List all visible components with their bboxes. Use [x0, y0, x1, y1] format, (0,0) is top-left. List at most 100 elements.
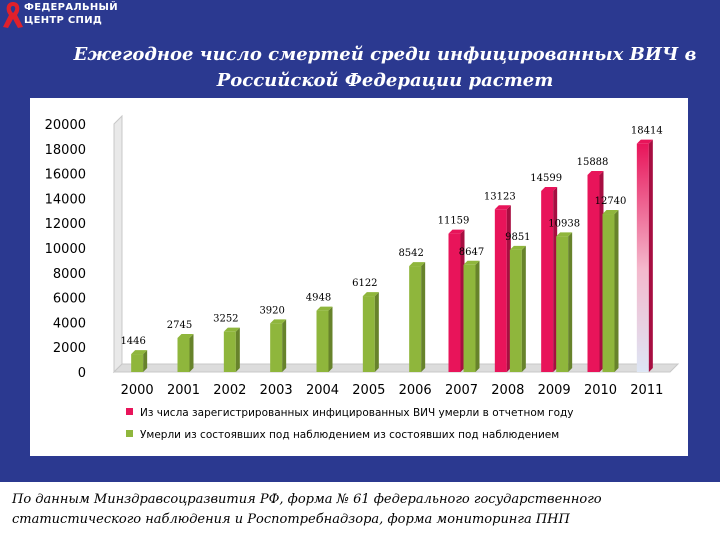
y-tick-label: 12000	[45, 217, 86, 232]
bar-green-top	[270, 319, 287, 324]
red-ribbon-icon	[3, 2, 23, 28]
y-tick-label: 6000	[53, 292, 86, 307]
bar-green	[409, 262, 426, 372]
bar-red	[448, 229, 465, 372]
bar-green	[131, 350, 148, 372]
bar-red	[494, 205, 511, 372]
y-tick-label: 10000	[45, 242, 86, 257]
bar-green-top	[362, 292, 379, 297]
data-label: 12740	[595, 196, 627, 207]
bar-red-front	[494, 209, 507, 372]
y-tick-label: 0	[78, 366, 86, 381]
x-tick-label: 2006	[399, 383, 432, 398]
y-tick-label: 20000	[45, 118, 86, 133]
data-label: 8542	[398, 248, 423, 259]
logo-line-2: ЦЕНТР СПИД	[24, 15, 103, 26]
y-tick-label: 4000	[53, 316, 86, 331]
logo-line-1: ФЕДЕРАЛЬНЫЙ	[24, 2, 118, 13]
data-label: 10938	[548, 218, 580, 229]
bar-red-top	[494, 205, 511, 210]
y-tick-label: 14000	[45, 192, 86, 207]
bar-projection-top	[636, 139, 653, 144]
bar-green-top	[316, 306, 333, 311]
bar-green-side	[143, 350, 148, 372]
bar-green-side	[475, 260, 480, 372]
x-tick-label: 2009	[538, 383, 571, 398]
bar-green-side	[282, 319, 287, 372]
logo-text: ФЕДЕРАЛЬНЫЙ ЦЕНТР СПИД	[24, 1, 118, 27]
data-label: 1446	[120, 336, 145, 347]
bar-green-side	[568, 232, 573, 372]
logo: ФЕДЕРАЛЬНЫЙ ЦЕНТР СПИД	[0, 0, 118, 32]
bar-projection-front	[636, 143, 649, 372]
bar-green-top	[556, 232, 573, 237]
bar-green-front	[177, 337, 190, 372]
data-label: 8647	[459, 247, 484, 258]
bar-green-side	[189, 333, 194, 372]
data-label: 3252	[213, 314, 238, 325]
y-tick-label: 16000	[45, 168, 86, 183]
x-tick-label: 2005	[352, 383, 385, 398]
bar-chart: 0 2000 4000 6000 8000 10000 12000 14000 16000 180…	[45, 114, 680, 441]
bar-red-top	[541, 186, 558, 191]
data-label: 15888	[577, 157, 609, 168]
y-tick-label: 18000	[45, 143, 86, 158]
y-tick-label: 8000	[53, 267, 86, 282]
data-label: 13123	[484, 191, 516, 202]
bar-green-top	[602, 210, 619, 215]
legend-label: Умерли из состоявших под наблюдением из …	[140, 429, 559, 441]
bar-green-front	[602, 214, 615, 372]
data-label: 2745	[167, 320, 192, 331]
data-label: 18414	[631, 126, 663, 137]
bar-green-top	[509, 245, 526, 250]
bar-green-top	[223, 327, 240, 332]
data-label: 11159	[438, 216, 470, 227]
data-label: 14599	[530, 173, 562, 184]
legend-swatch	[126, 408, 133, 415]
bar-green-side	[235, 327, 240, 372]
chart-floor	[112, 363, 680, 373]
chart-side-wall	[113, 114, 123, 374]
bar-green-front	[409, 266, 422, 372]
bar-green-side	[521, 245, 526, 372]
bar-projection-side	[648, 139, 653, 372]
bar-projection	[636, 139, 653, 372]
x-tick-label: 2010	[584, 383, 617, 398]
bar-green-front	[223, 331, 236, 372]
bar-green-front	[362, 296, 375, 372]
x-tick-label: 2004	[306, 383, 339, 398]
slide-title: Ежегодное число смертей среди инфицирова…	[73, 44, 697, 91]
bar-green	[177, 333, 194, 372]
data-label: 4948	[306, 293, 331, 304]
data-label: 3920	[259, 305, 284, 316]
x-tick-label: 2007	[445, 383, 478, 398]
x-tick-label: 2011	[630, 383, 663, 398]
bar-green-top	[131, 350, 148, 355]
bar-green	[602, 210, 619, 372]
bar-green	[556, 232, 573, 372]
bar-green-front	[463, 264, 476, 372]
legend-swatch	[126, 430, 133, 437]
bar-red-top	[448, 229, 465, 234]
bar-red-front	[448, 233, 461, 372]
bar-green-front	[556, 236, 569, 372]
bar-red-front	[587, 174, 600, 372]
x-tick-label: 2001	[167, 383, 200, 398]
bar-red	[541, 186, 558, 372]
bar-green	[223, 327, 240, 372]
chart-panel: 0 2000 4000 6000 8000 10000 12000 14000 16000 180…	[30, 98, 688, 456]
x-tick-label: 2008	[491, 383, 524, 398]
bar-green-front	[509, 249, 522, 372]
bar-green-side	[374, 292, 379, 372]
bar-green	[316, 306, 333, 372]
bar-green	[509, 245, 526, 372]
data-label: 9851	[505, 232, 530, 243]
bar-green-side	[328, 306, 333, 372]
bar-green-front	[270, 323, 283, 372]
bar-green-top	[463, 260, 480, 265]
legend-label: Из числа зарегистрированных инфицированн…	[140, 407, 573, 419]
y-tick-label: 2000	[53, 341, 86, 356]
bar-green	[270, 319, 287, 372]
bar-green-top	[177, 333, 194, 338]
bar-red-front	[541, 190, 554, 372]
